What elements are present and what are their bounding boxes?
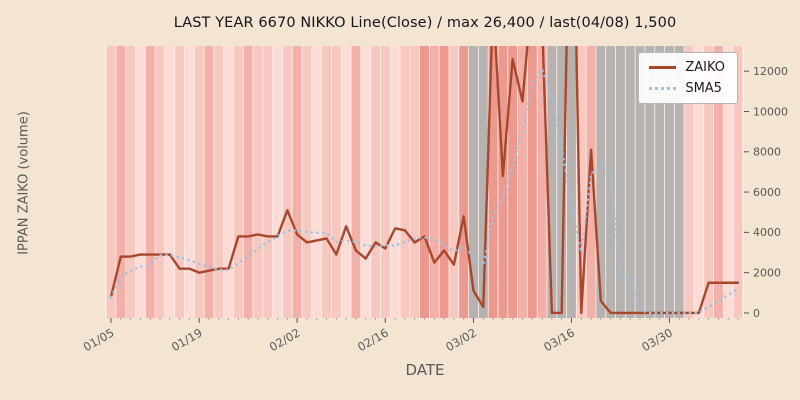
x-tick-label: 02/02 — [267, 325, 303, 354]
y-axis: 0 2000 4000 6000 8000 10000 12000 — [744, 65, 788, 320]
y-tick-label: 0 — [753, 307, 760, 320]
y-tick-label: 12000 — [753, 65, 788, 78]
sma5-line-sample-icon — [649, 87, 677, 90]
legend-label-sma5: SMA5 — [685, 81, 722, 96]
x-axis-label: DATE — [405, 361, 445, 379]
x-tick-label: 02/16 — [355, 325, 391, 354]
y-axis-label: IPPAN ZAIKO (volume) — [16, 111, 32, 255]
x-tick-label: 03/02 — [443, 325, 479, 354]
legend-item-sma5: SMA5 — [649, 82, 725, 95]
y-tick-label: 10000 — [753, 105, 788, 118]
y-tick-label: 8000 — [753, 146, 781, 159]
zaiko-line-sample-icon — [649, 66, 677, 69]
x-tick-label: 03/16 — [541, 325, 577, 354]
y-tick-label: 6000 — [753, 186, 781, 199]
x-axis: 01/05 01/19 02/02 02/16 03/02 03/16 03/30 — [81, 318, 739, 354]
sma5-line — [109, 67, 740, 315]
y-tick-label: 2000 — [753, 266, 781, 279]
y-tick-label: 4000 — [753, 226, 781, 239]
legend-label-zaiko: ZAIKO — [685, 60, 725, 75]
x-tick-label: 01/05 — [81, 325, 117, 354]
legend: ZAIKO SMA5 — [638, 52, 738, 104]
background-bands — [106, 46, 743, 318]
chart-title: LAST YEAR 6670 NIKKO Line(Close) / max 2… — [173, 15, 677, 31]
series-lines — [109, 46, 740, 315]
x-tick-label: 01/19 — [169, 325, 205, 354]
x-tick-label: 03/30 — [639, 325, 675, 354]
legend-item-zaiko: ZAIKO — [649, 61, 725, 74]
